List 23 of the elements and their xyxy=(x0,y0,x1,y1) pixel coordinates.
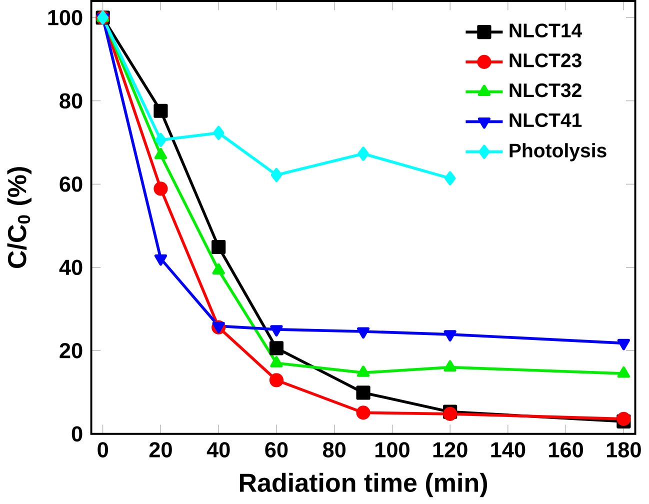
x-tick-label: 140 xyxy=(491,442,526,458)
y-axis-title: C/C$_{0}$ (%) xyxy=(7,166,32,268)
x-tick-label: 40 xyxy=(206,442,230,458)
legend-label: NLCT23 xyxy=(510,53,582,68)
legend-label: NLCT41 xyxy=(510,113,582,127)
x-tick-label: 80 xyxy=(322,442,346,458)
legend-label: Photolysis xyxy=(510,142,606,162)
x-tick-label: 0 xyxy=(98,442,108,458)
x-tick-label: 60 xyxy=(265,442,288,458)
y-tick-label: 0 xyxy=(72,426,82,442)
y-tick-label: 40 xyxy=(59,260,82,275)
y-tick-label: 20 xyxy=(60,342,82,358)
x-tick-label: 160 xyxy=(549,442,584,458)
legend-label: NLCT14 xyxy=(510,23,582,38)
y-tick-label: 80 xyxy=(60,93,82,108)
x-tick-label: 100 xyxy=(375,442,410,458)
x-tick-label: 20 xyxy=(149,442,172,458)
x-axis-title: Radiation time (min) xyxy=(240,472,487,497)
y-tick-label: 60 xyxy=(60,176,82,192)
x-tick-label: 120 xyxy=(433,442,468,458)
x-tick-label: 180 xyxy=(606,442,641,458)
legend-label: NLCT32 xyxy=(510,83,582,98)
y-tick-label: 100 xyxy=(48,10,82,26)
